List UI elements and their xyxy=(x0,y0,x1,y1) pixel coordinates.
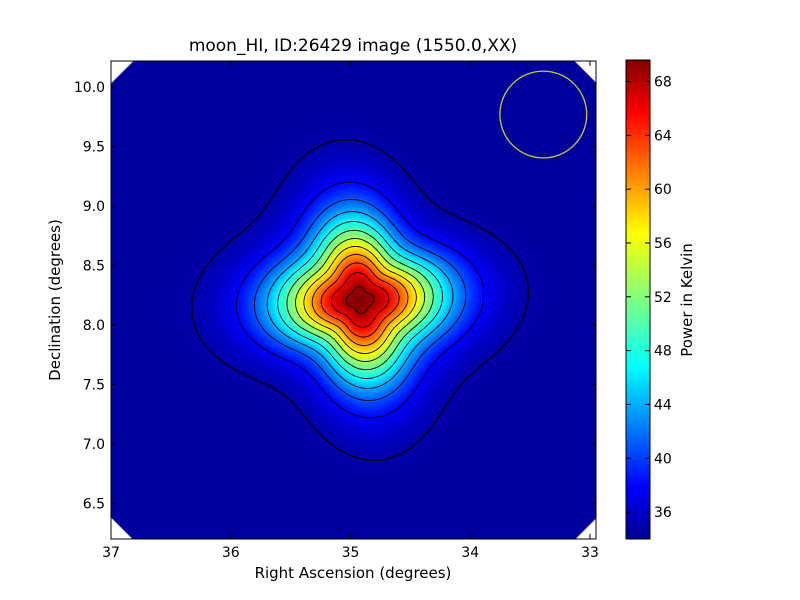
x-tick-label: 34 xyxy=(461,545,479,561)
x-axis-label: Right Ascension (degrees) xyxy=(255,564,452,582)
colorbar-axis: 36 40 44 48 52 56 60 64 68 xyxy=(626,75,672,521)
contour-level xyxy=(277,221,444,379)
plot-frame xyxy=(110,60,597,540)
colorbar-tick-label: 64 xyxy=(654,128,672,144)
x-axis: 37 36 35 34 33 xyxy=(102,61,599,561)
y-axis: 6.5 7.0 7.5 8.0 8.5 9.0 9.5 10.0 xyxy=(74,80,596,512)
contour-level xyxy=(295,238,426,362)
colorbar-tick-label: 68 xyxy=(654,75,672,91)
x-tick-label: 35 xyxy=(342,545,360,561)
y-tick-label: 8.5 xyxy=(83,259,105,275)
contour-lines xyxy=(191,139,530,461)
colorbar-tick-label: 52 xyxy=(654,290,672,306)
x-tick-label: 37 xyxy=(102,545,120,561)
contour-level xyxy=(253,198,467,402)
chart-title: moon_HI, ID:26429 image (1550.0,XX) xyxy=(189,36,517,56)
contour-level xyxy=(286,229,434,371)
contour-level xyxy=(320,262,400,338)
colorbar-tick-label: 36 xyxy=(654,505,672,521)
colorbar xyxy=(625,59,651,540)
heatmap-image xyxy=(111,61,596,539)
x-tick-label: 33 xyxy=(581,545,599,561)
y-tick-label: 9.5 xyxy=(83,140,105,156)
beam-circle xyxy=(499,70,588,159)
y-tick-label: 7.0 xyxy=(83,437,105,453)
y-axis-label: Declination (degrees) xyxy=(46,219,64,381)
y-tick-label: 8.0 xyxy=(83,318,105,334)
colorbar-tick-label: 60 xyxy=(654,182,672,198)
contour-level xyxy=(266,211,454,389)
heatmap-area xyxy=(111,61,596,539)
contour-level xyxy=(191,139,530,461)
contour-level xyxy=(235,181,485,419)
contour-level xyxy=(303,245,417,355)
y-tick-label: 6.5 xyxy=(83,496,105,512)
y-tick-label: 10.0 xyxy=(74,80,105,96)
colorbar-tick-label: 44 xyxy=(654,397,672,413)
contour-level xyxy=(345,286,375,314)
colorbar-tick-label: 56 xyxy=(654,236,672,252)
y-tick-label: 9.0 xyxy=(83,199,105,215)
contour-level xyxy=(311,253,409,347)
colorbar-label: Power in Kelvin xyxy=(678,243,696,357)
contour-level xyxy=(330,272,390,328)
colorbar-tick-label: 48 xyxy=(654,344,672,360)
y-tick-label: 7.5 xyxy=(83,377,105,393)
x-tick-label: 36 xyxy=(222,545,240,561)
colorbar-tick-label: 40 xyxy=(654,451,672,467)
